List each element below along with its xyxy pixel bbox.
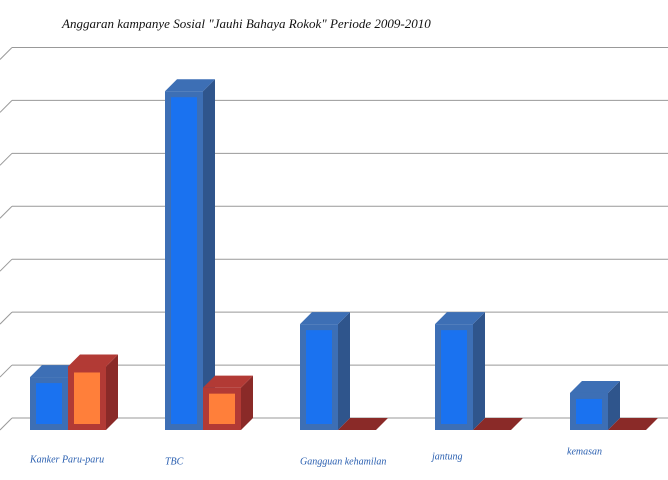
bar-side	[106, 354, 118, 430]
bar-top	[203, 375, 253, 388]
bar	[473, 418, 523, 430]
bar-top	[435, 312, 485, 325]
grid-line	[0, 364, 13, 378]
grid-line	[0, 47, 13, 60]
bar-top	[570, 380, 620, 393]
x-tick-label: jantung	[430, 451, 463, 462]
grid-line	[0, 100, 13, 113]
grid-line	[0, 311, 13, 325]
x-tick-label: Gangguan kehamilan	[300, 456, 386, 467]
bar-top	[68, 354, 118, 367]
bar	[608, 418, 658, 430]
bar-face	[306, 330, 332, 424]
chart-title: Anggaran kampanye Sosial "Jauhi Bahaya R…	[61, 16, 431, 31]
bar-face	[441, 330, 467, 424]
bar-face	[209, 393, 235, 424]
grid-line	[0, 152, 13, 166]
x-tick-label: kemasan	[567, 446, 602, 457]
bar-side	[338, 312, 350, 430]
bar-top	[30, 365, 80, 378]
x-tick-label: Kanker Paru-paru	[29, 454, 104, 465]
bar-side	[203, 79, 215, 430]
bar-side	[473, 312, 485, 430]
bar-face	[576, 398, 602, 424]
bar	[338, 418, 388, 430]
bar-top	[165, 79, 215, 92]
grid-line	[0, 417, 13, 431]
x-tick-label: TBC	[165, 456, 184, 467]
grid-line	[0, 258, 13, 272]
bar-face	[74, 372, 100, 424]
bar-top	[300, 312, 350, 325]
bar-face	[36, 383, 62, 424]
bar-side	[241, 375, 253, 430]
bar-side	[608, 380, 620, 430]
bar-face	[171, 97, 197, 424]
grid-line	[0, 205, 13, 219]
